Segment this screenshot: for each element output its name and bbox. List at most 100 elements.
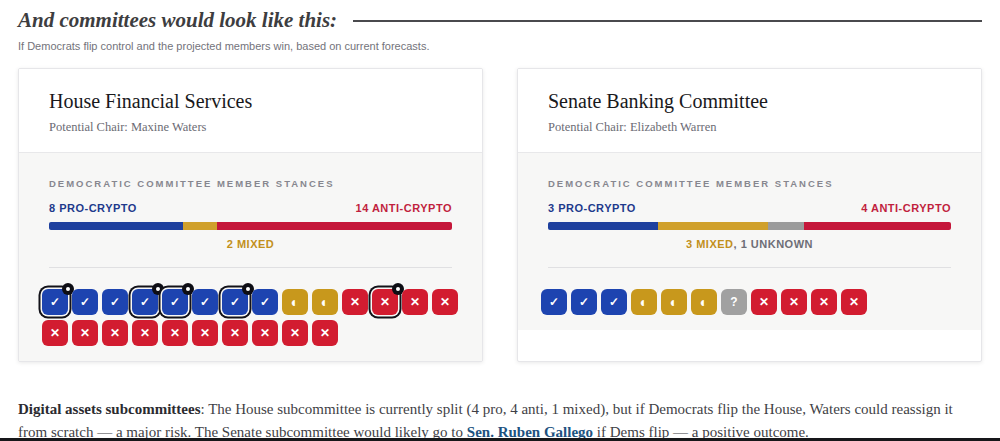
bar-segment-mixed <box>183 222 217 230</box>
member-grid: ✓ ✓ ✓ ✓ ✓ ✓ ✓ ✓ ◐ ◐ ✕ ✕ ✕ ✕ ✕ ✕ ✕ ✕ ✕ ✕ ✕ ✕ ✕ ✕ <box>42 289 452 346</box>
member-tile-mixed[interactable]: ◐ <box>631 289 657 315</box>
section-subtitle: If Democrats flip control and the projec… <box>18 40 982 52</box>
anti-stance-icon: ✕ <box>290 327 300 339</box>
anti-stance-icon: ✕ <box>759 296 769 308</box>
anti-stance-icon: ✕ <box>789 296 799 308</box>
anti-stance-icon: ✕ <box>260 327 270 339</box>
anti-stance-icon: ✕ <box>80 327 90 339</box>
bar-segment-mixed <box>658 222 768 230</box>
bar-segment-unknown <box>768 222 805 230</box>
pro-stance-icon: ✓ <box>549 296 559 308</box>
member-tile-anti[interactable]: ✕ <box>162 320 188 346</box>
divider <box>548 267 951 268</box>
bar-segment-pro <box>49 222 183 230</box>
member-tile-pro[interactable]: ✓ <box>132 289 158 315</box>
member-tile-mixed[interactable]: ◐ <box>691 289 717 315</box>
pro-stance-icon: ✓ <box>609 296 619 308</box>
member-tile-anti[interactable]: ✕ <box>432 289 458 315</box>
member-tile-pro[interactable]: ✓ <box>541 289 567 315</box>
stances-label: DEMOCRATIC COMMITTEE MEMBER STANCES <box>548 178 951 189</box>
member-tile-anti[interactable]: ✕ <box>342 289 368 315</box>
anti-stance-icon: ✕ <box>410 296 420 308</box>
divider <box>49 267 452 268</box>
pro-stance-icon: ✓ <box>170 296 180 308</box>
member-tile-anti[interactable]: ✕ <box>132 320 158 346</box>
member-tile-pro[interactable]: ✓ <box>72 289 98 315</box>
member-tile-pro[interactable]: ✓ <box>222 289 248 315</box>
mixed-stance-icon: ◐ <box>670 295 678 309</box>
member-tile-anti[interactable]: ✕ <box>841 289 867 315</box>
anti-stance-icon: ✕ <box>110 327 120 339</box>
member-tile-mixed[interactable]: ◐ <box>312 289 338 315</box>
card-house-financial-services: House Financial Services Potential Chair… <box>18 68 483 362</box>
pro-stance-icon: ✓ <box>579 296 589 308</box>
member-grid: ✓ ✓ ✓ ◐ ◐ ◐? ✕ ✕ ✕ ✕ <box>541 289 951 315</box>
pro-crypto-label: 3 PRO-CRYPTO <box>548 202 636 214</box>
member-tile-unknown[interactable]: ? <box>721 289 747 315</box>
note-lead: Digital assets subcommittees <box>18 401 200 417</box>
caption-part-mixed: 3 MIXED <box>686 238 734 250</box>
pro-stance-icon: ✓ <box>110 296 120 308</box>
mixed-stance-icon: ◐ <box>321 295 329 309</box>
subcommittees-note: Digital assets subcommittees: The House … <box>18 398 982 441</box>
caption-part-mixed: 2 MIXED <box>227 238 275 250</box>
member-tile-anti[interactable]: ✕ <box>781 289 807 315</box>
pro-stance-icon: ✓ <box>230 296 240 308</box>
member-tile-mixed[interactable]: ◐ <box>282 289 308 315</box>
card-senate-banking-committee: Senate Banking Committee Potential Chair… <box>517 68 982 362</box>
member-tile-row: ✕ ✕ ✕ ✕ ✕ ✕ ✕ ✕ ✕ ✕ <box>42 320 452 346</box>
anti-stance-icon: ✕ <box>440 296 450 308</box>
member-tile-pro[interactable]: ✓ <box>162 289 188 315</box>
member-tile-mixed[interactable]: ◐ <box>661 289 687 315</box>
card-header: House Financial Services Potential Chair… <box>19 69 482 152</box>
member-tile-anti[interactable]: ✕ <box>402 289 428 315</box>
member-tile-anti[interactable]: ✕ <box>282 320 308 346</box>
bar-labels: 3 PRO-CRYPTO 4 ANTI-CRYPTO <box>548 202 951 214</box>
pro-stance-icon: ✓ <box>260 296 270 308</box>
card-body: DEMOCRATIC COMMITTEE MEMBER STANCES 8 PR… <box>19 152 482 361</box>
committee-title: House Financial Services <box>49 90 452 113</box>
header-rule <box>353 20 982 22</box>
member-tile-pro[interactable]: ✓ <box>252 289 278 315</box>
mixed-stance-icon: ◐ <box>640 295 648 309</box>
stance-bar <box>49 222 452 230</box>
committee-title: Senate Banking Committee <box>548 90 951 113</box>
member-tile-anti[interactable]: ✕ <box>102 320 128 346</box>
section-title: And committees would look like this: <box>18 8 337 33</box>
member-tile-anti[interactable]: ✕ <box>192 320 218 346</box>
anti-stance-icon: ✕ <box>819 296 829 308</box>
member-tile-anti[interactable]: ✕ <box>372 289 398 315</box>
member-tile-pro[interactable]: ✓ <box>102 289 128 315</box>
anti-stance-icon: ✕ <box>230 327 240 339</box>
anti-stance-icon: ✕ <box>50 327 60 339</box>
anti-stance-icon: ✕ <box>170 327 180 339</box>
member-tile-pro[interactable]: ✓ <box>601 289 627 315</box>
caption: 2 MIXED <box>49 238 452 250</box>
bar-segment-pro <box>548 222 658 230</box>
anti-stance-icon: ✕ <box>849 296 859 308</box>
committee-cards: House Financial Services Potential Chair… <box>18 68 982 362</box>
member-tile-anti[interactable]: ✕ <box>72 320 98 346</box>
card-body: DEMOCRATIC COMMITTEE MEMBER STANCES 3 PR… <box>518 152 981 330</box>
bar-labels: 8 PRO-CRYPTO 14 ANTI-CRYPTO <box>49 202 452 214</box>
mixed-stance-icon: ◐ <box>700 295 708 309</box>
section-header: And committees would look like this: <box>18 8 982 33</box>
member-tile-anti[interactable]: ✕ <box>751 289 777 315</box>
pro-stance-icon: ✓ <box>200 296 210 308</box>
member-tile-pro[interactable]: ✓ <box>192 289 218 315</box>
pro-stance-icon: ✓ <box>50 296 60 308</box>
stances-label: DEMOCRATIC COMMITTEE MEMBER STANCES <box>49 178 452 189</box>
member-tile-anti[interactable]: ✕ <box>811 289 837 315</box>
anti-crypto-label: 14 ANTI-CRYPTO <box>356 202 452 214</box>
member-tile-anti[interactable]: ✕ <box>42 320 68 346</box>
member-tile-pro[interactable]: ✓ <box>42 289 68 315</box>
member-tile-pro[interactable]: ✓ <box>571 289 597 315</box>
member-tile-anti[interactable]: ✕ <box>312 320 338 346</box>
pro-stance-icon: ✓ <box>140 296 150 308</box>
member-tile-anti[interactable]: ✕ <box>252 320 278 346</box>
mixed-stance-icon: ◐ <box>291 295 299 309</box>
anti-stance-icon: ✕ <box>320 327 330 339</box>
member-tile-anti[interactable]: ✕ <box>222 320 248 346</box>
anti-stance-icon: ✕ <box>140 327 150 339</box>
anti-stance-icon: ✕ <box>380 296 390 308</box>
